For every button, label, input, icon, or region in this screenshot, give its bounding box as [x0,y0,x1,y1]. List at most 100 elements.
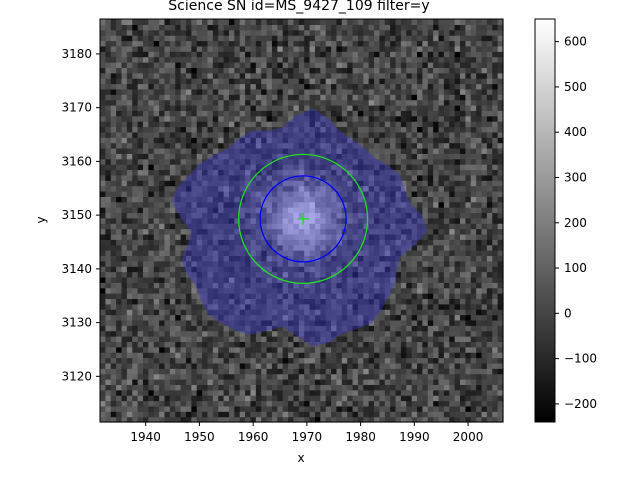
pixel [196,212,203,219]
pixel [250,99,257,106]
pixel [314,276,321,283]
pixel [341,61,348,68]
pixel [261,67,268,74]
pixel [196,325,203,332]
pixel [116,303,123,310]
pixel [164,78,171,85]
pixel [164,217,171,224]
pixel [271,228,278,235]
pixel [309,287,316,294]
pixel [298,147,305,154]
pixel [207,373,214,380]
pixel [207,207,214,214]
pixel [132,169,139,176]
pixel [417,137,423,144]
pixel [320,330,327,337]
pixel [309,309,316,316]
pixel [169,298,176,305]
pixel [100,164,106,171]
pixel [196,282,203,289]
pixel [476,266,483,273]
pixel [126,164,133,171]
pixel [406,250,413,257]
pixel [245,223,252,230]
pixel [411,110,418,117]
pixel [433,411,440,418]
pixel [137,357,144,364]
pixel [105,223,112,230]
pixel [191,336,198,342]
pixel [314,260,321,267]
pixel [202,174,209,181]
pixel [202,212,209,219]
pixel [132,255,139,262]
pixel [137,88,144,95]
pixel [126,131,133,138]
pixel [486,400,493,407]
pixel [223,389,230,396]
pixel [121,341,128,348]
pixel [271,346,278,353]
pixel [298,78,305,85]
pixel [212,255,219,262]
pixel [406,78,413,85]
pixel [180,298,187,305]
pixel [175,121,182,128]
pixel [105,341,112,348]
pixel [384,309,391,316]
pixel [239,88,246,95]
pixel [159,131,166,138]
pixel [331,217,338,224]
pixel [271,276,278,283]
pixel [454,298,461,305]
pixel [331,180,338,187]
pixel [486,309,493,316]
pixel [271,362,278,369]
pixel [470,190,477,197]
pixel [202,196,209,203]
pixel [427,325,434,332]
pixel [470,330,477,337]
pixel [304,223,311,230]
pixel [422,158,429,165]
pixel [277,244,284,251]
pixel [390,185,397,192]
pixel [293,174,300,181]
pixel [202,83,209,90]
pixel [142,239,149,246]
pixel [411,368,418,375]
pixel [121,78,128,85]
pixel [132,325,139,332]
pixel [497,185,504,192]
pixel [202,223,209,230]
pixel [470,164,477,171]
pixel [169,352,176,359]
pixel [288,169,295,176]
pixel [255,223,262,230]
pixel [142,260,149,267]
pixel [486,131,493,138]
pixel [159,201,166,208]
pixel [148,346,155,353]
pixel [100,314,106,321]
pixel [196,346,203,353]
pixel [320,131,327,138]
pixel [309,244,316,251]
pixel [175,346,182,353]
pixel [325,271,332,278]
pixel [465,142,472,149]
pixel [443,180,450,187]
pixel [105,147,112,154]
pixel [132,131,139,138]
pixel [347,416,354,423]
pixel [341,212,348,219]
pixel [406,287,413,294]
pixel [293,395,300,402]
pixel [427,78,434,85]
pixel [207,405,214,412]
pixel [175,233,182,240]
pixel [320,78,327,85]
pixel [406,400,413,407]
pixel [417,201,423,208]
